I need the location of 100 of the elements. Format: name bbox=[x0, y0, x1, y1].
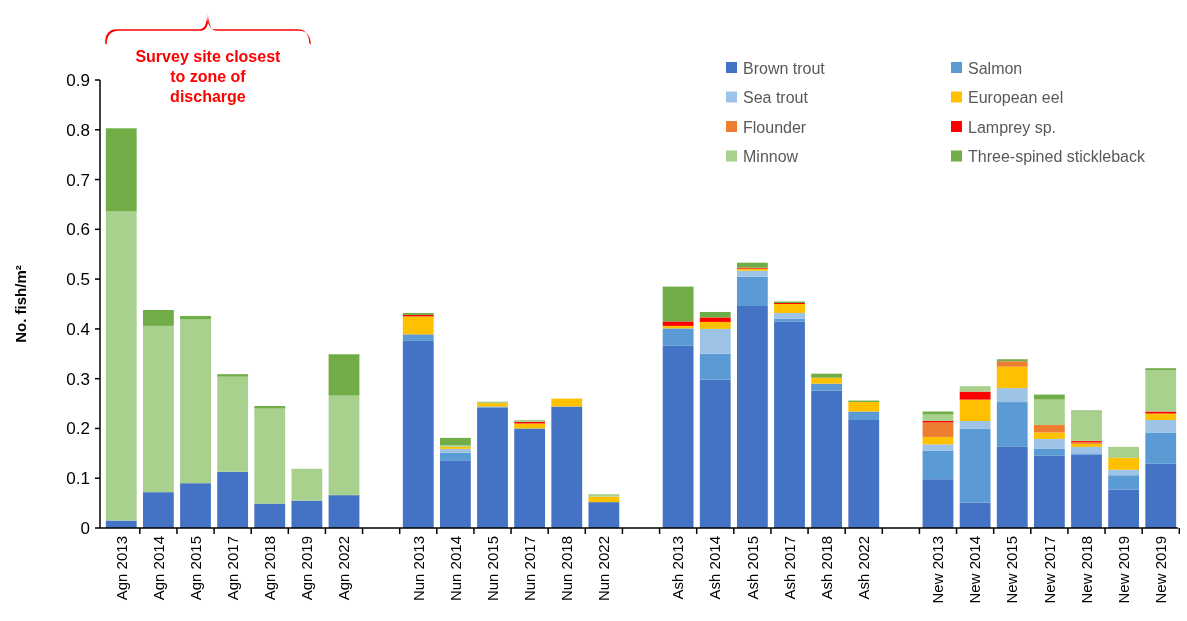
x-tick-label: Agn 2017 bbox=[223, 536, 241, 601]
x-tick-label: New 2015 bbox=[1003, 536, 1021, 604]
x-tick-label: Ash 2022 bbox=[854, 536, 872, 600]
bar bbox=[736, 270, 768, 277]
x-tick-label: New 2013 bbox=[929, 536, 947, 604]
bar bbox=[922, 414, 954, 421]
legend-label: European eel bbox=[968, 89, 1064, 107]
bar bbox=[1033, 394, 1065, 400]
legend-label: Lamprey sp. bbox=[968, 118, 1057, 136]
bar bbox=[959, 391, 991, 400]
bar bbox=[514, 428, 546, 528]
x-tick-label: Nun 2014 bbox=[446, 536, 464, 602]
bar bbox=[922, 422, 954, 437]
x-tick-label: Ash 2017 bbox=[780, 536, 798, 600]
bar bbox=[996, 366, 1028, 389]
bar bbox=[217, 374, 249, 377]
bar bbox=[1071, 454, 1102, 528]
bar bbox=[1033, 424, 1065, 433]
bar bbox=[105, 128, 137, 212]
bar bbox=[588, 496, 620, 503]
bar bbox=[439, 460, 471, 528]
bar bbox=[1108, 457, 1140, 470]
y-tick-label: 0.9 bbox=[66, 70, 90, 90]
legend-label: Salmon bbox=[968, 59, 1023, 77]
bar bbox=[1108, 469, 1140, 476]
bar bbox=[142, 325, 174, 493]
y-tick-label: 0.3 bbox=[66, 369, 90, 389]
x-tick-label: Ash 2015 bbox=[743, 536, 761, 600]
x-tick-label: Agn 2015 bbox=[186, 536, 204, 601]
bar bbox=[811, 373, 843, 378]
bar bbox=[736, 276, 768, 306]
bar bbox=[328, 395, 360, 496]
bar bbox=[254, 408, 286, 504]
bar bbox=[811, 390, 843, 528]
bar bbox=[811, 383, 843, 391]
bar bbox=[328, 495, 360, 528]
bar bbox=[1071, 446, 1102, 454]
bar bbox=[996, 446, 1028, 528]
bar bbox=[1108, 475, 1140, 490]
x-tick-label: Agn 2018 bbox=[261, 536, 279, 601]
bar bbox=[1145, 413, 1177, 420]
x-tick-label: Nun 2017 bbox=[520, 536, 538, 602]
x-tick-label: New 2014 bbox=[966, 536, 984, 604]
bar bbox=[142, 492, 174, 528]
bar bbox=[662, 321, 694, 326]
bar bbox=[1033, 438, 1065, 449]
bar bbox=[1145, 463, 1177, 528]
bar bbox=[439, 437, 471, 446]
x-tick-label: New 2018 bbox=[1077, 536, 1095, 604]
bar bbox=[959, 399, 991, 421]
bar bbox=[848, 402, 880, 412]
y-tick-label: 0.6 bbox=[66, 220, 90, 240]
bar bbox=[402, 316, 434, 335]
x-tick-label: Ash 2013 bbox=[669, 536, 687, 600]
bar bbox=[774, 304, 805, 313]
bar bbox=[514, 423, 546, 429]
x-tick-label: Agn 2022 bbox=[335, 536, 353, 601]
bar bbox=[402, 334, 434, 341]
x-tick-label: Nun 2015 bbox=[483, 536, 501, 602]
bar bbox=[996, 388, 1028, 403]
bar bbox=[551, 398, 583, 407]
bar bbox=[439, 452, 471, 461]
bar bbox=[662, 328, 694, 346]
bar bbox=[142, 309, 174, 326]
bar bbox=[774, 321, 805, 528]
bar bbox=[699, 353, 731, 380]
x-tick-label: Agn 2013 bbox=[112, 536, 130, 601]
bar bbox=[217, 471, 249, 528]
bar bbox=[922, 436, 954, 445]
bar bbox=[922, 479, 954, 528]
bar bbox=[811, 377, 843, 384]
legend-label: Sea trout bbox=[743, 89, 809, 107]
bar bbox=[959, 420, 991, 429]
bar bbox=[105, 211, 137, 521]
bar bbox=[662, 345, 694, 528]
bar bbox=[402, 340, 434, 528]
bar bbox=[1071, 411, 1102, 441]
bar bbox=[1033, 399, 1065, 425]
bar bbox=[848, 419, 880, 528]
bar bbox=[699, 379, 731, 528]
y-tick-label: 0.8 bbox=[66, 120, 90, 140]
bar bbox=[254, 406, 286, 409]
y-tick-label: 0.7 bbox=[66, 170, 90, 190]
legend-label: Three-spined stickleback bbox=[968, 148, 1146, 166]
legend-label: Flounder bbox=[743, 118, 807, 136]
y-tick-label: 0.1 bbox=[66, 469, 90, 489]
bar bbox=[736, 305, 768, 528]
bar bbox=[959, 428, 991, 503]
bar bbox=[328, 354, 360, 396]
annotation: Survey site closest to zone of discharge bbox=[135, 48, 282, 105]
legend-label: Brown trout bbox=[743, 59, 826, 77]
x-tick-label: New 2019 bbox=[1151, 536, 1169, 604]
bar bbox=[477, 407, 508, 528]
x-tick-label: Agn 2014 bbox=[149, 536, 167, 601]
bar bbox=[922, 450, 954, 480]
bar bbox=[922, 411, 954, 415]
x-tick-label: Agn 2019 bbox=[298, 536, 316, 601]
bar bbox=[1145, 419, 1177, 433]
x-tick-label: Nun 2018 bbox=[558, 536, 575, 602]
bar bbox=[1145, 432, 1177, 464]
